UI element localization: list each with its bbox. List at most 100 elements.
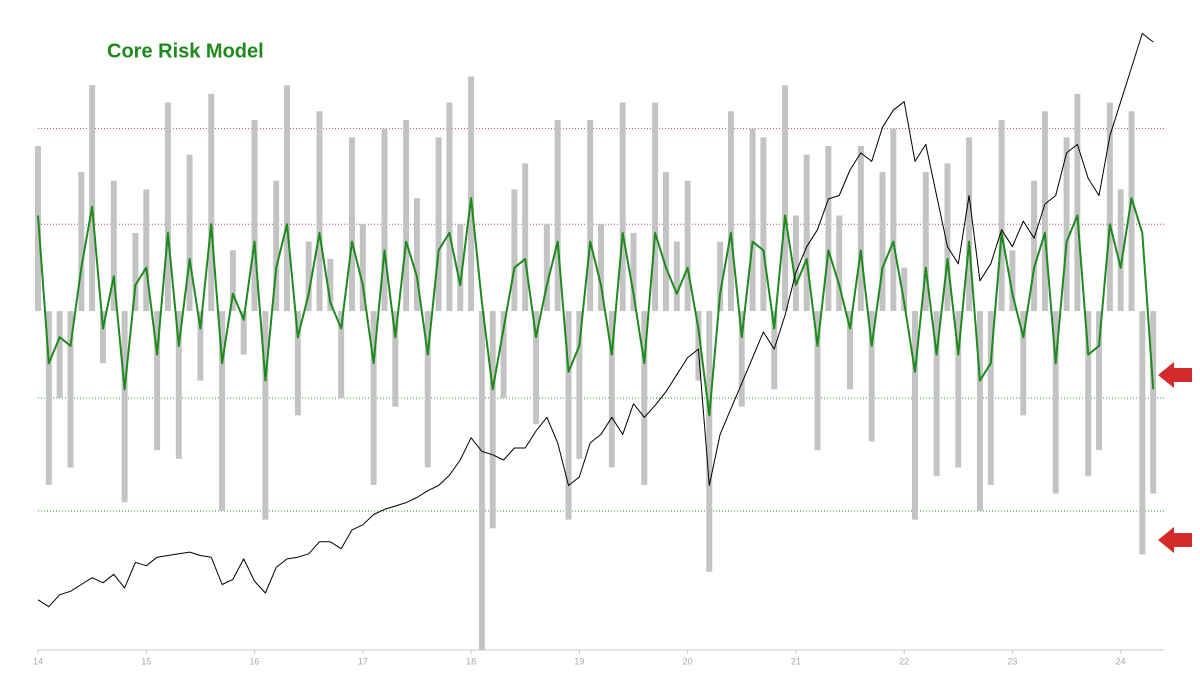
bar bbox=[143, 189, 150, 312]
bar bbox=[511, 189, 518, 312]
bar bbox=[1106, 102, 1113, 312]
x-tick-label: 22 bbox=[899, 656, 909, 666]
bar bbox=[175, 311, 182, 459]
bar bbox=[619, 102, 626, 312]
arrow bbox=[1158, 362, 1192, 388]
bar bbox=[608, 311, 615, 468]
bar bbox=[294, 311, 301, 416]
bar bbox=[121, 311, 128, 503]
bar bbox=[457, 224, 464, 312]
bar bbox=[164, 102, 171, 312]
line bbox=[37, 33, 1154, 608]
bar bbox=[99, 311, 106, 364]
bar bbox=[749, 128, 756, 312]
bar bbox=[825, 146, 832, 312]
bar bbox=[56, 311, 63, 398]
x-tick-label: 19 bbox=[574, 656, 584, 666]
bar bbox=[533, 311, 540, 425]
x-tick-label: 17 bbox=[358, 656, 368, 666]
arrow bbox=[1158, 527, 1192, 553]
bar bbox=[738, 311, 745, 407]
bar bbox=[1128, 111, 1135, 312]
bar bbox=[392, 311, 399, 407]
line bbox=[37, 197, 1155, 417]
plot: 14 15 16 17 18 19 20 21 22 23 24 bbox=[33, 33, 1164, 666]
bar bbox=[381, 128, 388, 312]
bar bbox=[1031, 180, 1038, 312]
bar bbox=[219, 311, 226, 511]
bar bbox=[901, 267, 908, 312]
bar bbox=[857, 146, 864, 312]
bar bbox=[727, 111, 734, 312]
bar bbox=[630, 232, 637, 312]
bar bbox=[652, 102, 659, 312]
bar bbox=[424, 311, 431, 468]
bar bbox=[782, 85, 789, 312]
bar bbox=[868, 311, 875, 442]
bar bbox=[413, 198, 420, 312]
bar bbox=[554, 119, 561, 312]
bar bbox=[1041, 111, 1048, 312]
bar bbox=[132, 232, 139, 312]
x-tick-label: 20 bbox=[683, 656, 693, 666]
bar bbox=[576, 311, 583, 459]
bar bbox=[587, 119, 594, 312]
bar bbox=[565, 311, 572, 520]
bar bbox=[89, 85, 96, 312]
bar bbox=[717, 241, 724, 312]
bar bbox=[803, 154, 810, 312]
bar bbox=[403, 119, 410, 312]
bar bbox=[847, 311, 853, 390]
bar bbox=[1009, 250, 1016, 312]
x-tick-label: 14 bbox=[33, 656, 43, 666]
bar bbox=[1117, 189, 1124, 312]
bar bbox=[208, 93, 215, 312]
bar bbox=[792, 215, 799, 312]
x-tick-label: 24 bbox=[1116, 656, 1126, 666]
bar bbox=[684, 180, 691, 312]
bar bbox=[912, 311, 918, 520]
bar bbox=[522, 163, 529, 312]
x-tick-label: 15 bbox=[141, 656, 151, 666]
bar bbox=[966, 137, 973, 312]
bar bbox=[478, 311, 485, 650]
bar bbox=[543, 224, 550, 312]
bar bbox=[489, 311, 496, 529]
bar bbox=[662, 172, 669, 312]
bar bbox=[814, 311, 821, 451]
bar bbox=[67, 311, 74, 468]
bar bbox=[695, 311, 702, 381]
bar bbox=[890, 128, 897, 312]
bar bbox=[197, 311, 204, 381]
bar bbox=[998, 119, 1005, 312]
bar bbox=[468, 76, 475, 312]
bar bbox=[284, 85, 290, 312]
x-tick-label: 21 bbox=[791, 656, 801, 666]
bar bbox=[933, 311, 940, 477]
bar bbox=[760, 137, 767, 312]
bar bbox=[305, 241, 312, 312]
bar bbox=[435, 137, 442, 312]
bar bbox=[1139, 311, 1146, 555]
bar bbox=[186, 154, 193, 312]
bar bbox=[944, 163, 951, 312]
bar bbox=[1096, 311, 1103, 451]
x-tick-label: 23 bbox=[1007, 656, 1017, 666]
bar bbox=[1150, 311, 1157, 494]
bar bbox=[154, 311, 161, 451]
bar bbox=[110, 180, 117, 312]
bar bbox=[955, 311, 962, 468]
bar bbox=[1085, 311, 1092, 477]
bar bbox=[229, 250, 236, 312]
bar bbox=[251, 119, 258, 312]
bar bbox=[500, 311, 507, 398]
bar bbox=[240, 311, 247, 355]
bar bbox=[78, 172, 85, 312]
bar bbox=[1052, 311, 1059, 494]
chart-title: Core Risk Model bbox=[107, 40, 264, 62]
bar bbox=[1063, 137, 1070, 312]
bar bbox=[446, 102, 453, 312]
bar bbox=[771, 311, 778, 390]
